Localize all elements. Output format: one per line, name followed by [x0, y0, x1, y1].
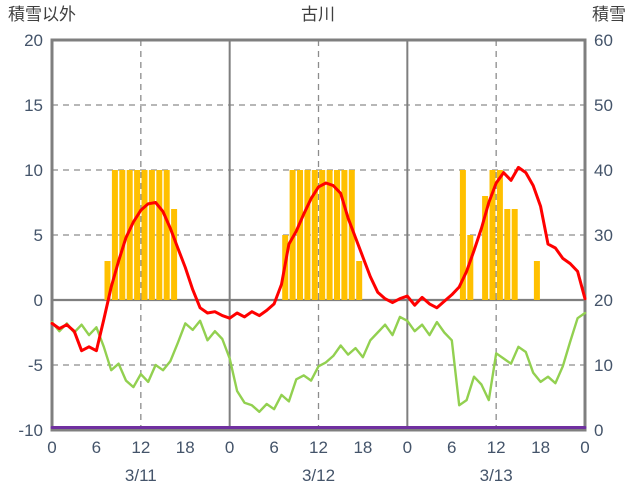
sunshine-bar	[156, 170, 163, 300]
svg-text:10: 10	[594, 356, 613, 375]
svg-text:0: 0	[34, 291, 43, 310]
svg-text:10: 10	[24, 161, 43, 180]
svg-text:20: 20	[24, 31, 43, 50]
svg-text:6: 6	[447, 438, 456, 457]
svg-text:30: 30	[594, 226, 613, 245]
sunshine-bar	[356, 261, 363, 300]
svg-text:18: 18	[176, 438, 195, 457]
green-line	[50, 311, 587, 413]
svg-text:0: 0	[47, 438, 56, 457]
sunshine-bar	[496, 170, 503, 300]
svg-text:6: 6	[269, 438, 278, 457]
svg-text:5: 5	[34, 226, 43, 245]
sunshine-bar	[119, 170, 126, 300]
svg-text:-5: -5	[28, 356, 43, 375]
sunshine-bar	[459, 170, 466, 300]
svg-text:6: 6	[92, 438, 101, 457]
svg-text:12: 12	[487, 438, 506, 457]
svg-text:0: 0	[594, 421, 603, 440]
svg-text:0: 0	[225, 438, 234, 457]
right-axis-tick-labels: 60 50 40 30 20 10 0	[594, 31, 613, 440]
sunshine-bar	[311, 170, 318, 300]
svg-text:18: 18	[353, 438, 372, 457]
sunshine-bar	[326, 170, 333, 300]
sunshine-bar	[104, 261, 111, 300]
sunshine-bar	[171, 209, 178, 300]
svg-text:3/13: 3/13	[480, 466, 513, 485]
svg-text:3/11: 3/11	[125, 466, 157, 485]
svg-text:20: 20	[594, 291, 613, 310]
sunshine-bar	[489, 170, 496, 300]
left-axis-tick-labels: 20 15 10 5 0 -5 -10	[18, 31, 43, 440]
sunshine-bar	[141, 170, 148, 300]
sunshine-bar	[348, 170, 355, 300]
temperature-line	[50, 165, 587, 353]
svg-text:3/12: 3/12	[302, 466, 335, 485]
svg-text:-10: -10	[18, 421, 43, 440]
sunshine-bar	[148, 170, 155, 300]
date-labels: 3/11 3/12 3/13	[125, 466, 513, 485]
plot-border	[50, 38, 587, 432]
sunshine-bar	[504, 209, 511, 300]
svg-text:12: 12	[131, 438, 150, 457]
sunshine-bar	[134, 170, 141, 300]
sunshine-bar	[334, 170, 340, 300]
sunshine-bar	[126, 170, 133, 300]
sunshine-bar	[511, 209, 518, 300]
sunshine-bar	[341, 170, 348, 300]
sunshine-bar	[482, 196, 489, 300]
chart-title: 古川	[301, 5, 335, 24]
sunshine-bar	[467, 235, 474, 300]
svg-text:50: 50	[594, 96, 613, 115]
sunshine-bar	[111, 170, 118, 300]
left-axis-title: 積雪以外	[8, 5, 76, 24]
svg-text:12: 12	[309, 438, 328, 457]
svg-text:40: 40	[594, 161, 613, 180]
sunshine-bar	[319, 170, 326, 300]
svg-text:0: 0	[403, 438, 412, 457]
svg-text:15: 15	[24, 96, 43, 115]
x-axis-tick-labels: 0 6 12 18 0 6 12 18 0 6 12 18 0	[47, 438, 589, 457]
svg-text:60: 60	[594, 31, 613, 50]
sunshine-bar	[533, 261, 540, 300]
right-axis-title: 積雪	[592, 5, 626, 24]
sunshine-bar	[297, 170, 303, 300]
svg-text:18: 18	[531, 438, 550, 457]
sunshine-bar	[304, 170, 311, 300]
sunshine-bar	[163, 170, 170, 300]
svg-text:0: 0	[580, 438, 589, 457]
